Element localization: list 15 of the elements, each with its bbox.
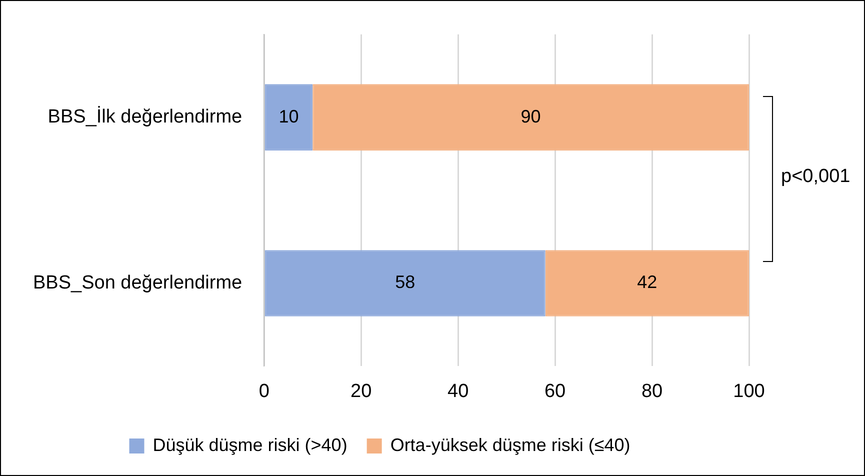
- x-tick-label: 40: [448, 380, 469, 402]
- data-label: 90: [520, 106, 541, 126]
- legend-label: Orta-yüksek düşme riski (≤40): [390, 434, 630, 455]
- x-tick-label: 0: [258, 380, 270, 402]
- y-tick-label: BBS_Son değerlendirme: [32, 272, 242, 294]
- data-label: 42: [637, 272, 658, 292]
- text: p<0,001: [781, 166, 850, 188]
- data-label: 58: [395, 272, 416, 292]
- x-tick-label: 100: [733, 380, 765, 402]
- x-tick-label: 60: [544, 380, 566, 402]
- legend-label: Düşük düşme riski (>40): [152, 434, 348, 455]
- data-label: 10: [278, 106, 299, 126]
- x-tick-label: 20: [350, 380, 372, 402]
- x-tick-label: 80: [641, 380, 663, 402]
- y-tick-label: BBS_İlk değerlendirme: [48, 106, 242, 128]
